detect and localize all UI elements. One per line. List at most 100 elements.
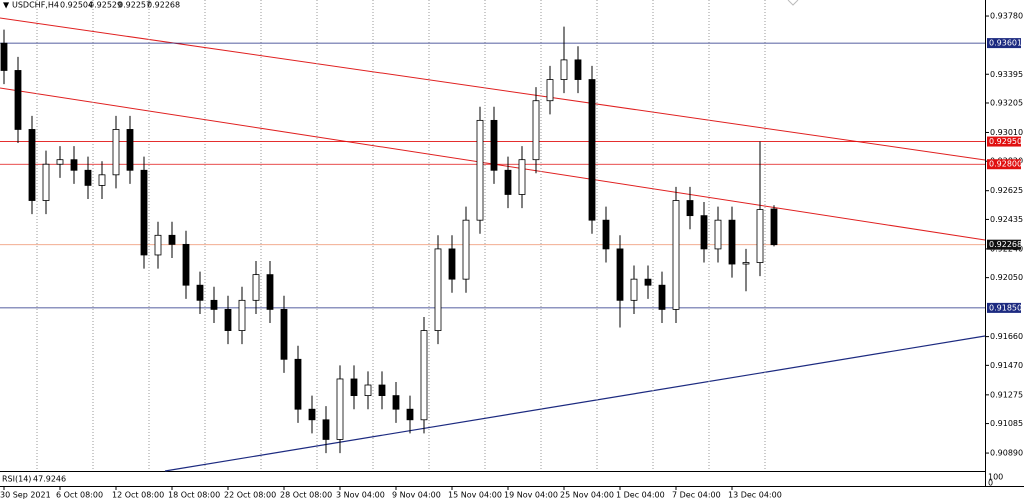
- candle-body: [700, 215, 708, 250]
- candle-body: [182, 243, 190, 286]
- y-tick-label: 0.91275: [990, 390, 1023, 399]
- candle-body: [560, 59, 568, 80]
- x-tick-label: 9 Nov 04:00: [392, 491, 441, 500]
- candle-body: [378, 384, 386, 396]
- level-label: 0.92950: [989, 137, 1022, 146]
- ohlc-close: 0.92268: [147, 1, 180, 10]
- y-tick-label: 0.92050: [990, 273, 1023, 282]
- candle-body: [238, 299, 246, 331]
- y-tick-label: 0.91660: [990, 332, 1023, 341]
- candle-body: [462, 219, 470, 280]
- candle-body: [686, 200, 694, 217]
- candle-body: [364, 384, 372, 396]
- y-tick-label: 0.91085: [990, 419, 1023, 428]
- candle-body: [210, 299, 218, 310]
- x-tick-label: 19 Nov 04:00: [504, 491, 558, 500]
- candle-body: [56, 159, 64, 165]
- candle-body: [728, 219, 736, 265]
- y-tick-label: 0.92435: [990, 215, 1023, 224]
- level-box: [987, 38, 1021, 49]
- candle-body: [224, 309, 232, 331]
- y-tick-label: 0.93780: [990, 12, 1023, 21]
- x-tick-label: 15 Nov 04:00: [448, 491, 502, 500]
- level-label: 0.93601: [989, 39, 1022, 48]
- x-tick-label: 25 Nov 04:00: [560, 491, 614, 500]
- candle-body: [770, 208, 778, 246]
- candle-body: [84, 169, 92, 186]
- rsi-label: RSI(14): [2, 475, 31, 484]
- candle-body: [168, 234, 176, 245]
- y-tick-label: 0.93395: [990, 70, 1023, 79]
- level-box: [987, 159, 1021, 170]
- ohlc-low: 0.92257: [118, 1, 151, 10]
- candle-body: [546, 79, 554, 102]
- candle-body: [714, 219, 722, 250]
- x-tick-label: 30 Sep 2021: [0, 491, 51, 500]
- y-tick-label: 0.92625: [990, 186, 1023, 195]
- candle-body: [252, 274, 260, 301]
- candle-body: [112, 129, 120, 176]
- level-box: [987, 302, 1021, 313]
- rsi-tick-label: 100: [988, 473, 1003, 482]
- x-tick-label: 12 Oct 08:00: [112, 491, 164, 500]
- candle-body: [98, 174, 106, 186]
- candle-body: [672, 200, 680, 310]
- candle-body: [574, 59, 582, 80]
- level-label: 0.92268: [989, 240, 1022, 249]
- menu-arrow[interactable]: ▼: [3, 1, 10, 10]
- candle-body: [588, 79, 596, 221]
- candle-body: [308, 408, 316, 421]
- candle-body: [658, 284, 666, 310]
- y-tick-label: 0.91470: [990, 361, 1023, 370]
- candle-body: [14, 70, 22, 130]
- candle-body: [756, 209, 764, 263]
- candle-body: [42, 163, 50, 201]
- ohlc-high: 0.92529: [89, 1, 122, 10]
- candle-body: [266, 274, 274, 310]
- rsi-value: 47.9246: [33, 475, 66, 484]
- candle-body: [742, 262, 750, 265]
- x-tick-label: 6 Oct 08:00: [56, 491, 103, 500]
- trend-line: [0, 17, 986, 161]
- candle-body: [126, 129, 134, 171]
- candle-body: [70, 159, 78, 171]
- trend-line: [164, 335, 986, 472]
- candle-body: [392, 395, 400, 410]
- candle-body: [280, 309, 288, 360]
- candle-body: [294, 358, 302, 410]
- scroll-marker: [787, 0, 799, 6]
- x-tick-label: 3 Nov 04:00: [336, 491, 385, 500]
- candle-body: [154, 234, 162, 256]
- candle-body: [490, 119, 498, 171]
- candle-body: [420, 330, 428, 421]
- x-tick-label: 1 Dec 04:00: [616, 491, 665, 500]
- candle-body: [448, 248, 456, 280]
- x-tick-label: 7 Dec 04:00: [672, 491, 721, 500]
- candle-body: [504, 169, 512, 195]
- candle-body: [28, 129, 36, 201]
- y-tick-label: 0.93010: [990, 128, 1023, 137]
- x-tick-label: 22 Oct 08:00: [224, 491, 276, 500]
- x-tick-label: 13 Dec 04:00: [728, 491, 782, 500]
- candle-body: [336, 378, 344, 440]
- y-tick-label: 0.93205: [990, 98, 1023, 107]
- candle-body: [140, 169, 148, 256]
- candle-body: [644, 278, 652, 286]
- candle-body: [616, 248, 624, 301]
- level-box: [987, 136, 1021, 147]
- x-tick-label: 18 Oct 08:00: [168, 491, 220, 500]
- symbol-title: USDCHF,H4: [12, 1, 59, 10]
- rsi-tick-label: 0: [988, 479, 993, 488]
- candle-body: [196, 284, 204, 301]
- candle-body: [518, 159, 526, 195]
- ohlc-open: 0.92504: [60, 1, 93, 10]
- candle-body: [0, 42, 8, 71]
- candle-body: [322, 419, 330, 440]
- candle-body: [476, 119, 484, 221]
- level-box: [987, 239, 1021, 250]
- x-tick-label: 28 Oct 08:00: [280, 491, 332, 500]
- level-label: 0.92800: [989, 160, 1022, 169]
- candle-body: [434, 248, 442, 331]
